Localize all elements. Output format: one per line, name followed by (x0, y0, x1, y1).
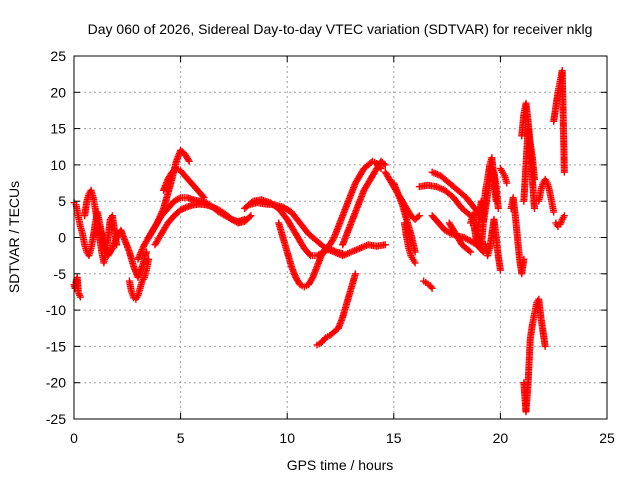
data-point (351, 270, 359, 278)
data-point-interp (380, 160, 388, 168)
data-point-interp (75, 290, 83, 298)
series-track-early-f (134, 146, 193, 263)
y-tick-label: 5 (58, 193, 66, 209)
data-point (185, 157, 193, 165)
data-point-interp (306, 250, 314, 258)
data-point (200, 194, 208, 202)
data-point (503, 179, 511, 187)
y-tick-label: -10 (46, 302, 66, 318)
series-track-scatter-c (481, 215, 504, 274)
series-track-mid-c (160, 165, 208, 202)
data-point (76, 293, 84, 301)
series-track-early-b (70, 273, 84, 301)
data-point (209, 203, 217, 211)
series-track-end-c (552, 212, 568, 231)
series-track-scatter-b (475, 165, 502, 252)
data-point (247, 212, 255, 220)
data-point (560, 212, 568, 220)
data-point-interp (175, 194, 183, 202)
y-tick-label: 10 (50, 157, 66, 173)
y-tick-label: -20 (46, 375, 66, 391)
series-track-scatter-e (507, 194, 528, 278)
data-point-interp (210, 204, 218, 212)
y-tick-label: 15 (50, 121, 66, 137)
y-tick-labels: -25 -20 -15 -10 -5 0 5 10 15 20 25 (46, 48, 66, 427)
data-point (428, 284, 436, 292)
data-point-interp (181, 204, 189, 212)
data-point-interp (76, 291, 84, 299)
series-track-scatter-d (496, 165, 511, 187)
series-track-mid-b (151, 200, 255, 249)
series-track-mid-e (245, 199, 389, 260)
data-point-interp (139, 244, 147, 252)
data-point (560, 168, 568, 176)
x-tick-label: 0 (70, 430, 78, 446)
series-track-spike-down (520, 295, 549, 416)
series-track-late-b (390, 179, 419, 256)
series-track-early-c (81, 186, 121, 267)
data-point (381, 241, 389, 249)
x-tick-label: 25 (599, 430, 615, 446)
series-track-late-h (445, 219, 475, 256)
x-tick-label: 15 (386, 430, 402, 446)
data-point (550, 208, 558, 216)
data-point (134, 255, 142, 263)
data-point (520, 255, 528, 263)
y-tick-label: 0 (58, 230, 66, 246)
data-point (531, 204, 539, 212)
axis-ticks (73, 55, 608, 420)
series-track-late-c (400, 219, 419, 267)
x-tick-labels: 0 5 10 15 20 25 (70, 430, 615, 446)
data-point (467, 248, 475, 256)
data-point-interp (465, 247, 473, 255)
data-point-interp (212, 204, 220, 212)
series-track-negative (313, 270, 359, 349)
data-point (381, 161, 389, 169)
data-point (494, 204, 502, 212)
data-point-interp (184, 156, 192, 164)
series-track-spike-mid (520, 125, 539, 212)
data-point-interp (135, 252, 143, 260)
data-point-interp (199, 192, 207, 200)
data-point-interp (138, 247, 146, 255)
data-point-interp (138, 246, 146, 254)
data-point-interp (136, 250, 144, 258)
y-tick-label: -15 (46, 338, 66, 354)
data-point (145, 255, 153, 263)
data-point (496, 266, 504, 274)
data-point (415, 212, 423, 220)
data-point-interp (246, 213, 254, 221)
data-point (177, 206, 185, 214)
data-point-interp (178, 205, 186, 213)
y-tick-label: -5 (54, 266, 67, 282)
x-tick-label: 5 (177, 430, 185, 446)
data-point (411, 259, 419, 267)
series-track-end-a (535, 175, 558, 216)
x-tick-label: 10 (279, 430, 295, 446)
y-tick-label: 20 (50, 84, 66, 100)
data-point (541, 342, 549, 350)
data-point-interp (140, 242, 148, 250)
data-point-interp (427, 283, 435, 291)
data-point (142, 248, 150, 256)
y-tick-label: 25 (50, 48, 66, 64)
data-point-interp (137, 249, 145, 257)
series-track-end-b (550, 67, 568, 176)
series-track-rise (339, 157, 389, 249)
y-axis-label: SDTVAR / TECUs (6, 181, 22, 293)
y-tick-label: -25 (46, 411, 66, 427)
data-point-interp (135, 254, 143, 262)
series-track-early-e (125, 255, 153, 303)
x-axis-label: GPS time / hours (287, 457, 394, 473)
data-point-interp (180, 204, 188, 212)
series-track-late-d (420, 277, 436, 292)
x-tick-label: 20 (493, 430, 509, 446)
grid-lines (74, 56, 607, 419)
series-track-early-d (91, 223, 150, 281)
chart-title: Day 060 of 2026, Sidereal Day-to-day VTE… (88, 21, 593, 37)
data-points (70, 67, 568, 416)
data-point-interp (414, 213, 422, 221)
